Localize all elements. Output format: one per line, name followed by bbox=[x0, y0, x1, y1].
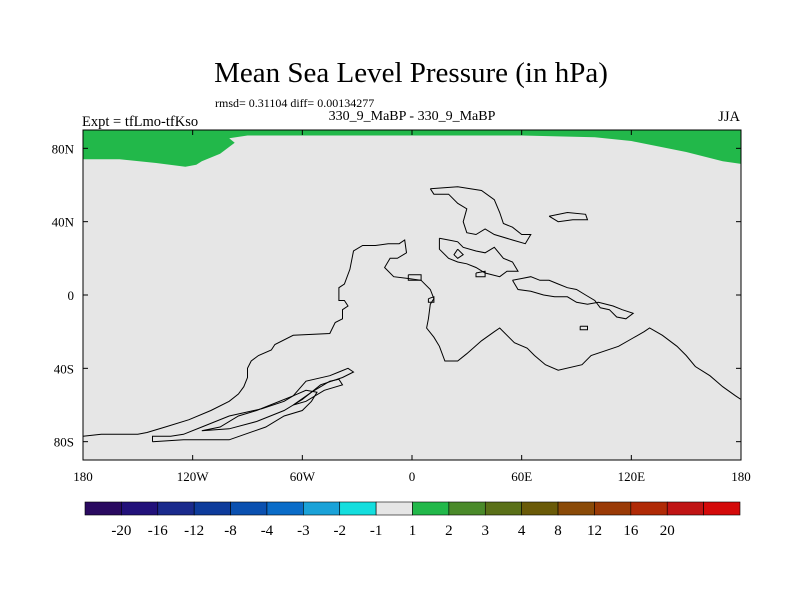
colorbar-label: 20 bbox=[660, 523, 675, 539]
coastline bbox=[292, 378, 344, 406]
stats-line: rmsd= 0.31104 diff= 0.00134277 bbox=[215, 96, 374, 110]
y-tick-label: 40S bbox=[54, 361, 74, 376]
colorbar-label: -12 bbox=[184, 523, 204, 539]
colorbar-label: -3 bbox=[297, 523, 310, 539]
colorbar-swatch bbox=[84, 501, 122, 516]
coastline bbox=[83, 239, 741, 437]
colorbar-swatch bbox=[521, 501, 559, 516]
map-axes: 180 120W 60W 0 60E 120E 180 80N 40N 0 40S 80S bbox=[52, 130, 751, 484]
colorbar-label: -8 bbox=[224, 523, 237, 539]
x-tick-label: 120E bbox=[618, 469, 646, 484]
y-tick-label: 80N bbox=[52, 141, 75, 156]
subtitle-center: 330_9_MaBP - 330_9_MaBP bbox=[329, 109, 496, 124]
field-background bbox=[83, 130, 741, 460]
y-tick-label: 80S bbox=[54, 435, 74, 450]
coastline bbox=[475, 270, 486, 278]
coastline bbox=[201, 367, 355, 432]
coastline bbox=[427, 296, 435, 303]
coastline bbox=[512, 276, 635, 320]
x-tick-label: 180 bbox=[73, 469, 93, 484]
colorbar-swatch bbox=[193, 501, 231, 516]
x-tick-label: 120W bbox=[177, 469, 210, 484]
colorbar-label: 12 bbox=[587, 523, 602, 539]
colorbar-label: 16 bbox=[623, 523, 639, 539]
colorbar-label: 1 bbox=[409, 523, 417, 539]
colorbar-label: -16 bbox=[148, 523, 168, 539]
y-tick-label: 0 bbox=[68, 288, 75, 303]
colorbar: -20 -16 -12 -8 -4 -3 -2 -1 1 2 3 4 8 12 16 20 bbox=[84, 501, 741, 539]
map-panel bbox=[82, 129, 742, 461]
coastline bbox=[152, 389, 318, 443]
coastline bbox=[438, 237, 519, 278]
colorbar-label: 2 bbox=[445, 523, 453, 539]
colorbar-label: 3 bbox=[482, 523, 490, 539]
colorbar-swatch bbox=[157, 501, 195, 516]
coastline bbox=[429, 186, 532, 245]
colorbar-swatch bbox=[448, 501, 486, 516]
colorbar-swatch bbox=[557, 501, 595, 516]
x-tick-label: 0 bbox=[409, 469, 416, 484]
colorbar-swatch bbox=[375, 501, 413, 516]
colorbar-label: -20 bbox=[111, 523, 131, 539]
colorbar-swatch bbox=[339, 501, 377, 516]
colorbar-swatch bbox=[121, 501, 159, 516]
colorbar-label: 8 bbox=[554, 523, 562, 539]
colorbar-swatch bbox=[412, 501, 450, 516]
x-tick-label: 180 bbox=[731, 469, 751, 484]
x-tick-label: 60W bbox=[290, 469, 316, 484]
coastline bbox=[548, 211, 589, 223]
coastline bbox=[453, 248, 464, 259]
colorbar-label: -2 bbox=[333, 523, 346, 539]
colorbar-swatch bbox=[266, 501, 304, 516]
chart-title: Mean Sea Level Pressure (in hPa) bbox=[214, 57, 608, 89]
colorbar-swatch bbox=[703, 501, 741, 516]
coastline bbox=[407, 274, 422, 281]
colorbar-label: 4 bbox=[518, 523, 526, 539]
colorbar-label: -4 bbox=[261, 523, 274, 539]
colorbar-swatch bbox=[484, 501, 522, 516]
positive-anomaly-region bbox=[83, 130, 741, 167]
colorbar-swatch bbox=[666, 501, 704, 516]
colorbar-label: -1 bbox=[370, 523, 383, 539]
x-tick-label: 60E bbox=[511, 469, 532, 484]
subtitle-right: JJA bbox=[718, 109, 740, 125]
colorbar-swatch bbox=[303, 501, 341, 516]
colorbar-swatch bbox=[594, 501, 632, 516]
y-tick-label: 40N bbox=[52, 215, 75, 230]
colorbar-swatch bbox=[630, 501, 668, 516]
colorbar-swatch bbox=[230, 501, 268, 516]
coastline bbox=[579, 325, 588, 331]
subtitle-left: Expt = tfLmo-tfKso bbox=[82, 114, 198, 130]
